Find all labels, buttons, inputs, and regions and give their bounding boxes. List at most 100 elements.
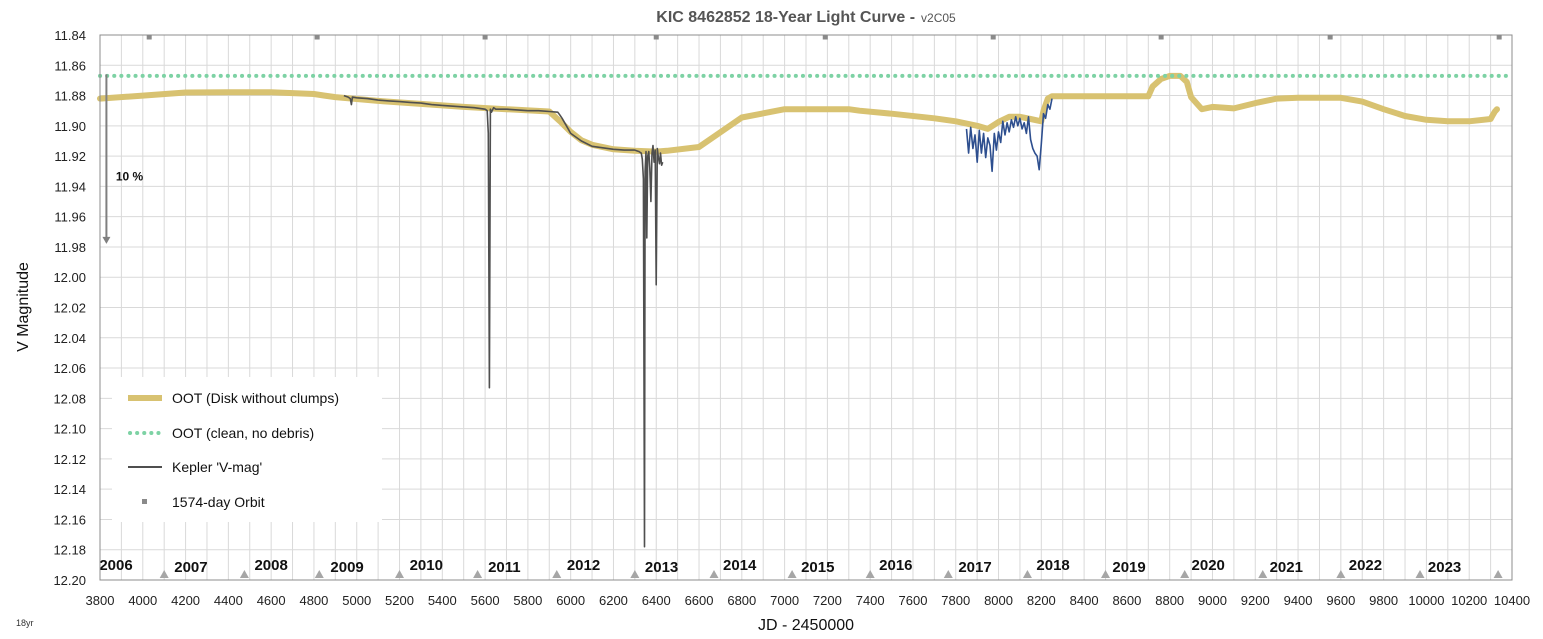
y-tick-label: 12.12 xyxy=(53,452,86,467)
orbit-triangle-marker xyxy=(1258,570,1268,578)
x-tick-label: 10400 xyxy=(1494,593,1530,608)
x-tick-label: 8400 xyxy=(1070,593,1099,608)
y-tick-label: 12.20 xyxy=(53,573,86,588)
y-tick-label: 12.06 xyxy=(53,361,86,376)
orbit-square-marker xyxy=(822,34,828,40)
y-tick-label: 12.16 xyxy=(53,512,86,527)
year-label: 2014 xyxy=(723,557,757,574)
y-tick-label: 11.98 xyxy=(54,240,86,255)
x-tick-label: 4200 xyxy=(171,593,200,608)
year-label: 2006 xyxy=(99,557,132,574)
legend-label-kepler: Kepler 'V-mag' xyxy=(172,459,262,475)
depth-annotation: 10 % xyxy=(116,169,144,183)
y-tick-label: 11.88 xyxy=(54,89,86,104)
orbit-square-marker xyxy=(1496,34,1502,40)
year-label: 2023 xyxy=(1428,559,1461,576)
x-tick-label: 4400 xyxy=(214,593,243,608)
orbit-triangle-marker xyxy=(1493,570,1503,578)
x-tick-label: 6000 xyxy=(556,593,585,608)
x-tick-label: 6600 xyxy=(685,593,714,608)
kepler-series-line xyxy=(343,94,664,548)
orbit-triangle-marker xyxy=(865,570,875,578)
orbit-triangle-marker xyxy=(1336,570,1346,578)
x-tick-label: 6800 xyxy=(727,593,756,608)
y-tick-label: 11.90 xyxy=(54,119,86,134)
chart-subtitle: v2C05 xyxy=(921,11,956,25)
year-label: 2013 xyxy=(645,559,678,576)
year-label: 2019 xyxy=(1112,559,1145,576)
legend: OOT (Disk without clumps) OOT (clean, no… xyxy=(112,377,382,522)
orbit-triangle-marker xyxy=(1180,570,1190,578)
orbit-square-marker xyxy=(482,34,488,40)
x-tick-label: 5000 xyxy=(342,593,371,608)
x-tick-label: 7200 xyxy=(813,593,842,608)
x-tick-label: 5400 xyxy=(428,593,457,608)
chart-title: KIC 8462852 18-Year Light Curve - xyxy=(656,9,915,26)
y-tick-label: 12.00 xyxy=(53,270,86,285)
orbit-triangle-marker xyxy=(159,570,169,578)
y-tick-label: 12.04 xyxy=(53,331,86,346)
x-tick-label: 10200 xyxy=(1451,593,1487,608)
year-label: 2016 xyxy=(879,557,912,574)
x-tick-label: 8600 xyxy=(1112,593,1141,608)
orbit-triangle-marker xyxy=(943,570,953,578)
x-axis-label: JD - 2450000 xyxy=(758,617,854,634)
orbit-triangle-marker xyxy=(552,570,562,578)
orbit-triangle-marker xyxy=(1101,570,1111,578)
year-label: 2015 xyxy=(801,559,834,576)
x-tick-label: 4800 xyxy=(299,593,328,608)
y-tick-label: 12.14 xyxy=(53,482,86,497)
x-tick-label: 7800 xyxy=(941,593,970,608)
x-tick-label: 7400 xyxy=(856,593,885,608)
y-axis-label: V Magnitude xyxy=(15,262,32,352)
x-tick-label: 9400 xyxy=(1284,593,1313,608)
x-tick-label: 10000 xyxy=(1408,593,1444,608)
year-label: 2020 xyxy=(1192,557,1225,574)
year-label: 2009 xyxy=(330,559,363,576)
orbit-triangle-marker xyxy=(239,570,249,578)
year-label: 2011 xyxy=(488,559,521,576)
x-tick-label: 8000 xyxy=(984,593,1013,608)
y-tick-label: 11.86 xyxy=(54,58,86,73)
ground-series-line xyxy=(965,98,1053,173)
x-tick-label: 9800 xyxy=(1369,593,1398,608)
x-tick-label: 6400 xyxy=(642,593,671,608)
x-tick-label: 3800 xyxy=(86,593,115,608)
orbit-triangle-marker xyxy=(314,570,324,578)
year-label: 2007 xyxy=(174,559,207,576)
year-label: 2008 xyxy=(254,557,287,574)
y-tick-label: 12.10 xyxy=(53,422,86,437)
orbit-triangle-marker xyxy=(709,570,719,578)
orbit-triangle-marker xyxy=(630,570,640,578)
x-tick-label: 9000 xyxy=(1198,593,1227,608)
y-tick-label: 11.96 xyxy=(54,210,86,225)
orbit-triangle-marker xyxy=(395,570,405,578)
legend-label-orbit: 1574-day Orbit xyxy=(172,494,265,510)
x-tick-label: 5600 xyxy=(471,593,500,608)
y-tick-label: 11.84 xyxy=(54,28,86,43)
depth-arrow-head xyxy=(102,236,111,244)
orbit-square-marker xyxy=(990,34,996,40)
corner-label: 18yr xyxy=(16,618,34,628)
legend-swatch-orbit xyxy=(142,499,147,504)
orbit-triangle-marker xyxy=(1415,570,1425,578)
x-tick-label: 5800 xyxy=(513,593,542,608)
legend-label-clean: OOT (clean, no debris) xyxy=(172,425,314,441)
x-tick-label: 8200 xyxy=(1027,593,1056,608)
y-tick-label: 12.08 xyxy=(53,391,86,406)
orbit-square-marker xyxy=(314,34,320,40)
y-tick-label: 11.94 xyxy=(54,179,86,194)
orbit-square-marker xyxy=(1327,34,1333,40)
x-tick-label: 8800 xyxy=(1155,593,1184,608)
year-label: 2021 xyxy=(1270,559,1303,576)
x-tick-label: 4000 xyxy=(128,593,157,608)
year-label: 2012 xyxy=(567,557,600,574)
year-label: 2010 xyxy=(410,557,443,574)
y-tick-label: 11.92 xyxy=(54,149,86,164)
legend-label-disk: OOT (Disk without clumps) xyxy=(172,390,339,406)
x-tick-label: 5200 xyxy=(385,593,414,608)
orbit-triangle-marker xyxy=(787,570,797,578)
y-tick-label: 12.02 xyxy=(53,301,86,316)
plot-frame xyxy=(99,34,1513,581)
orbit-square-marker xyxy=(653,34,659,40)
